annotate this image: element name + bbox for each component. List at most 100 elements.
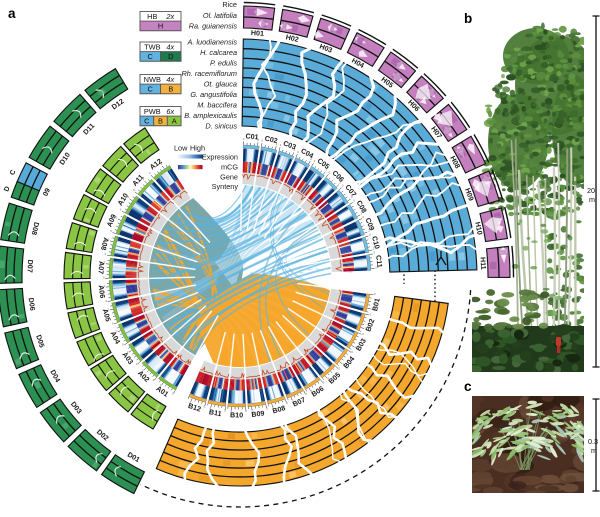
svg-text:D. sinicus: D. sinicus xyxy=(205,122,237,131)
svg-text:2: 2 xyxy=(375,265,377,269)
svg-text:0: 0 xyxy=(110,229,112,233)
svg-text:B. amplexicaulis: B. amplexicaulis xyxy=(184,111,237,120)
svg-text:0: 0 xyxy=(266,407,268,411)
svg-text:C: C xyxy=(148,52,154,61)
svg-text:0.3: 0.3 xyxy=(588,437,598,446)
svg-text:2: 2 xyxy=(160,384,162,388)
svg-text:B10: B10 xyxy=(230,411,243,419)
svg-text:b: b xyxy=(464,11,472,26)
svg-text:0: 0 xyxy=(353,199,355,203)
svg-text:0: 0 xyxy=(204,405,206,409)
svg-text:0: 0 xyxy=(243,137,245,141)
svg-text:B09: B09 xyxy=(251,409,265,419)
svg-text:Rh. racemiflorum: Rh. racemiflorum xyxy=(181,69,237,78)
svg-text:0: 0 xyxy=(103,275,105,279)
svg-text:0: 0 xyxy=(153,378,155,382)
svg-text:2: 2 xyxy=(107,307,109,311)
svg-text:High: High xyxy=(190,144,205,153)
svg-text:0: 0 xyxy=(314,159,316,163)
svg-text:2: 2 xyxy=(355,345,357,349)
svg-text:2: 2 xyxy=(368,229,370,233)
svg-text:M. baccifera: M. baccifera xyxy=(197,101,237,110)
svg-text:0: 0 xyxy=(105,252,107,256)
svg-text:H. calcarea: H. calcarea xyxy=(200,48,237,57)
svg-text:20: 20 xyxy=(587,186,595,195)
svg-text:0: 0 xyxy=(122,343,124,347)
svg-text:2: 2 xyxy=(115,330,117,334)
svg-text:m: m xyxy=(591,446,597,455)
svg-text:m: m xyxy=(589,195,595,204)
svg-text:2: 2 xyxy=(104,284,106,288)
svg-text:A08: A08 xyxy=(99,236,110,251)
svg-text:C10: C10 xyxy=(370,235,381,250)
svg-text:PWB: PWB xyxy=(144,107,161,116)
svg-text:B01: B01 xyxy=(371,298,382,312)
svg-text:A06: A06 xyxy=(97,285,106,299)
svg-text:2x: 2x xyxy=(165,12,174,21)
svg-text:A: A xyxy=(172,116,177,125)
svg-text:4x: 4x xyxy=(166,75,174,84)
svg-text:C01: C01 xyxy=(245,132,259,141)
svg-text:2: 2 xyxy=(272,405,274,409)
svg-text:2: 2 xyxy=(190,400,192,404)
svg-text:2: 2 xyxy=(326,168,328,172)
svg-text:D05: D05 xyxy=(34,334,46,349)
svg-text:2: 2 xyxy=(127,350,129,354)
svg-text:NWB: NWB xyxy=(144,75,161,84)
svg-text:c: c xyxy=(464,379,472,394)
svg-text:Rice: Rice xyxy=(222,0,237,9)
svg-text:B: B xyxy=(158,116,163,125)
svg-text:0: 0 xyxy=(286,401,288,405)
svg-text:D08: D08 xyxy=(30,221,41,236)
svg-text:A05: A05 xyxy=(101,308,112,323)
svg-text:Ra. guianensis: Ra. guianensis xyxy=(189,22,238,31)
svg-text:TWB: TWB xyxy=(144,42,160,51)
svg-text:2: 2 xyxy=(104,261,106,265)
svg-text:2: 2 xyxy=(292,399,294,403)
svg-text:D: D xyxy=(168,52,173,61)
svg-text:2: 2 xyxy=(311,389,313,393)
svg-text:H11: H11 xyxy=(478,257,487,270)
svg-text:0: 0 xyxy=(297,150,299,154)
svg-text:B11: B11 xyxy=(208,408,222,418)
svg-text:a: a xyxy=(8,6,16,21)
svg-text:4x: 4x xyxy=(166,42,174,51)
svg-text:H09: H09 xyxy=(463,187,475,202)
svg-text:0: 0 xyxy=(280,143,282,147)
svg-text:H10: H10 xyxy=(473,221,483,235)
svg-text:2: 2 xyxy=(116,215,118,219)
svg-text:2: 2 xyxy=(108,238,110,242)
svg-text:2: 2 xyxy=(361,211,363,215)
svg-text:0: 0 xyxy=(374,292,376,296)
svg-text:Ot. glauca: Ot. glauca xyxy=(204,80,237,89)
svg-text:0: 0 xyxy=(370,312,372,316)
svg-text:B08: B08 xyxy=(272,404,287,415)
svg-text:0: 0 xyxy=(351,350,353,354)
svg-text:D: D xyxy=(3,186,11,193)
svg-text:0: 0 xyxy=(305,392,307,396)
svg-text:0: 0 xyxy=(323,381,325,385)
svg-text:0: 0 xyxy=(133,188,135,192)
svg-text:D06: D06 xyxy=(27,297,37,311)
svg-text:2: 2 xyxy=(371,306,373,310)
svg-text:2: 2 xyxy=(161,162,163,166)
svg-text:6x: 6x xyxy=(166,107,174,116)
svg-text:P. edulis: P. edulis xyxy=(210,59,237,68)
svg-text:A. luodianensis: A. luodianensis xyxy=(187,38,238,47)
svg-text:HB: HB xyxy=(147,12,157,21)
svg-text:0: 0 xyxy=(369,233,371,237)
svg-text:2: 2 xyxy=(310,157,312,161)
svg-text:2: 2 xyxy=(343,362,345,366)
svg-text:0: 0 xyxy=(245,409,247,413)
svg-text:0: 0 xyxy=(342,184,344,188)
svg-text:C: C xyxy=(144,116,150,125)
svg-text:0: 0 xyxy=(329,170,331,174)
svg-text:2: 2 xyxy=(276,142,278,146)
svg-text:0: 0 xyxy=(120,208,122,212)
svg-text:0: 0 xyxy=(224,408,226,412)
svg-text:D07: D07 xyxy=(26,259,35,272)
svg-text:0: 0 xyxy=(374,251,376,255)
svg-text:C02: C02 xyxy=(264,135,279,146)
svg-text:0: 0 xyxy=(106,299,108,303)
svg-text:C: C xyxy=(9,169,17,177)
